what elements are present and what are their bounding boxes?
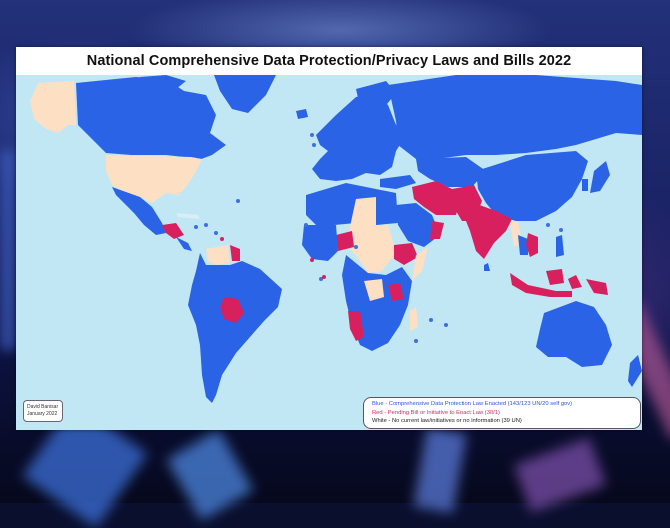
region-venezuela <box>206 245 230 265</box>
author-name: David Banisar <box>27 404 59 410</box>
region-greenland <box>214 75 276 113</box>
title-bar: National Comprehensive Data Protection/P… <box>16 47 642 75</box>
region-turkey <box>380 175 416 189</box>
region-alaska <box>30 81 76 133</box>
region-russia <box>388 75 642 159</box>
legend-item-red: Red - Pending Bill or Initiative to Enac… <box>372 409 500 416</box>
region-indonesia <box>510 269 582 297</box>
region-mexico <box>112 187 166 235</box>
region-madagascar <box>410 307 418 331</box>
island-markers-pending <box>220 237 326 279</box>
region-south-america <box>188 253 282 403</box>
region-oman <box>430 221 444 239</box>
region-india <box>466 203 512 259</box>
region-ethiopia <box>394 243 418 265</box>
region-west-africa <box>302 225 338 261</box>
region-central-asia <box>416 157 486 187</box>
region-usa <box>106 155 202 203</box>
region-caribbean <box>176 213 200 219</box>
region-sri-lanka <box>484 263 490 271</box>
region-scandinavia <box>356 81 396 119</box>
region-central-america <box>176 237 192 251</box>
slide-title: National Comprehensive Data Protection/P… <box>86 53 572 69</box>
region-japan <box>590 161 610 193</box>
region-australia <box>536 301 612 367</box>
region-new-zealand <box>628 355 642 387</box>
legend-item-white: White - No current law/initiatives or no… <box>372 418 522 424</box>
region-canada <box>76 77 226 161</box>
region-tanzania <box>388 283 404 301</box>
region-somalia <box>412 247 428 281</box>
author-credit: David Banisar January 2022 <box>23 400 63 422</box>
world-map <box>16 75 642 430</box>
region-china <box>476 151 588 221</box>
region-iran <box>412 181 460 215</box>
region-vietnam <box>526 233 538 257</box>
region-thailand <box>518 235 528 255</box>
region-korea <box>582 179 588 191</box>
legend-item-blue: Blue - Comprehensive Data Protection Law… <box>372 401 573 407</box>
bg-light-beam <box>0 150 16 350</box>
region-philippines <box>556 235 564 257</box>
region-sahel-no-law <box>346 197 396 273</box>
island-markers <box>194 133 563 343</box>
region-png <box>586 279 608 295</box>
credit-date: January 2022 <box>27 411 58 417</box>
region-guyana <box>230 245 240 261</box>
region-arabia <box>396 203 440 247</box>
region-iceland <box>296 109 308 119</box>
region-niger <box>336 231 354 251</box>
region-uk <box>332 127 346 147</box>
region-drc <box>364 279 384 301</box>
region-europe <box>312 93 406 181</box>
region-central-america-pending <box>162 223 184 239</box>
region-namibia <box>348 311 364 341</box>
region-arctic-islands <box>140 75 186 89</box>
region-bolivia <box>220 297 244 323</box>
map-legend: Blue - Comprehensive Data Protection Law… <box>363 397 641 429</box>
slide: National Comprehensive Data Protection/P… <box>16 47 642 430</box>
